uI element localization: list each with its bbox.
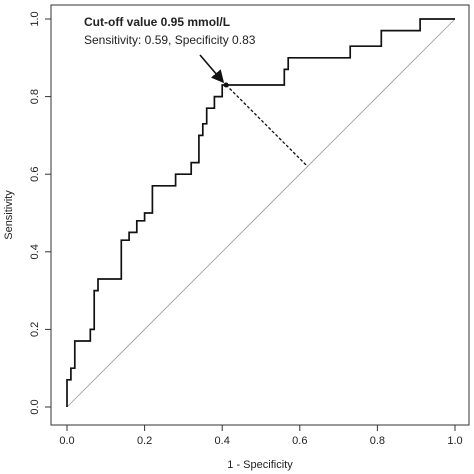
- annotation-line-2: Sensitivity: 0.59, Specificity 0.83: [84, 33, 256, 47]
- y-tick-label: 0.4: [29, 244, 41, 259]
- reference-diagonal: [66, 18, 456, 408]
- annotation-line-1: Cut-off value 0.95 mmol/L: [84, 15, 230, 29]
- y-axis-title: Sensitivity: [3, 190, 15, 240]
- x-tick-label: 0.2: [137, 435, 152, 447]
- y-tick-label: 0.2: [29, 322, 41, 337]
- x-axis-title: 1 - Specificity: [227, 459, 293, 471]
- x-tick-label: 1.0: [447, 435, 462, 447]
- y-tick-label: 0.8: [29, 89, 41, 104]
- plot-frame: [50, 4, 470, 426]
- x-axis: 0.0 0.2 0.4 0.6 0.8 1.0: [59, 425, 463, 447]
- y-tick-label: 0.0: [29, 399, 41, 414]
- roc-curve-line: [66, 18, 455, 407]
- x-tick-label: 0.8: [370, 435, 385, 447]
- y-tick-label: 1.0: [29, 11, 41, 26]
- youden-index-line: [225, 84, 309, 167]
- cutoff-point-marker: [223, 82, 229, 88]
- x-tick-label: 0.0: [59, 435, 74, 447]
- y-axis: 0.0 0.2 0.4 0.6 0.8 1.0: [29, 11, 51, 415]
- y-tick-label: 0.6: [29, 167, 41, 182]
- x-tick-label: 0.6: [292, 435, 307, 447]
- annotation-arrow: [199, 54, 225, 84]
- x-tick-label: 0.4: [215, 435, 230, 447]
